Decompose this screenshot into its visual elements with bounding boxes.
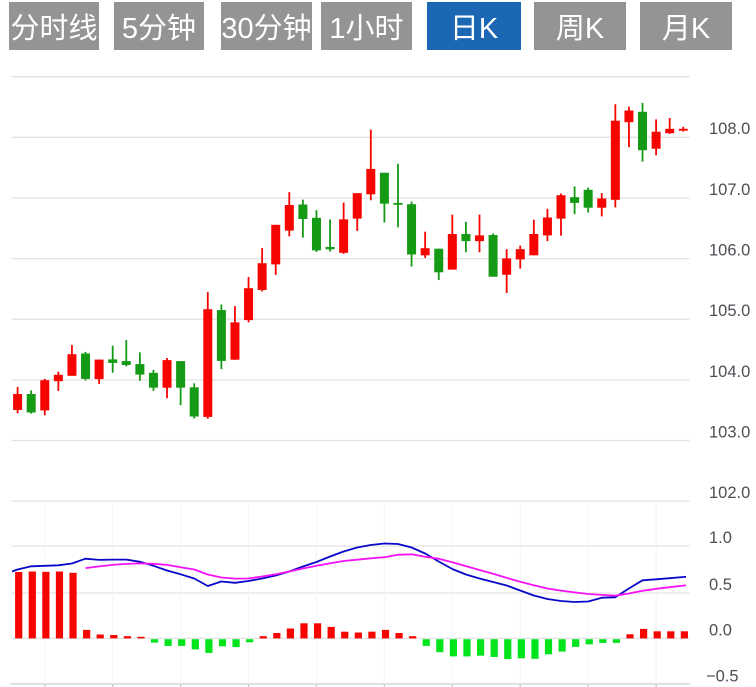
svg-text:0.5: 0.5 [709,576,732,594]
svg-text:103.0: 103.0 [709,423,750,441]
svg-text:−0.5: −0.5 [706,667,739,685]
svg-text:102.0: 102.0 [709,484,750,502]
svg-text:108.0: 108.0 [709,120,750,138]
svg-text:1.0: 1.0 [709,529,732,547]
svg-text:105.0: 105.0 [709,302,750,320]
svg-text:107.0: 107.0 [709,181,750,199]
svg-text:104.0: 104.0 [709,363,750,381]
svg-text:0.0: 0.0 [709,621,732,639]
svg-text:106.0: 106.0 [709,242,750,260]
